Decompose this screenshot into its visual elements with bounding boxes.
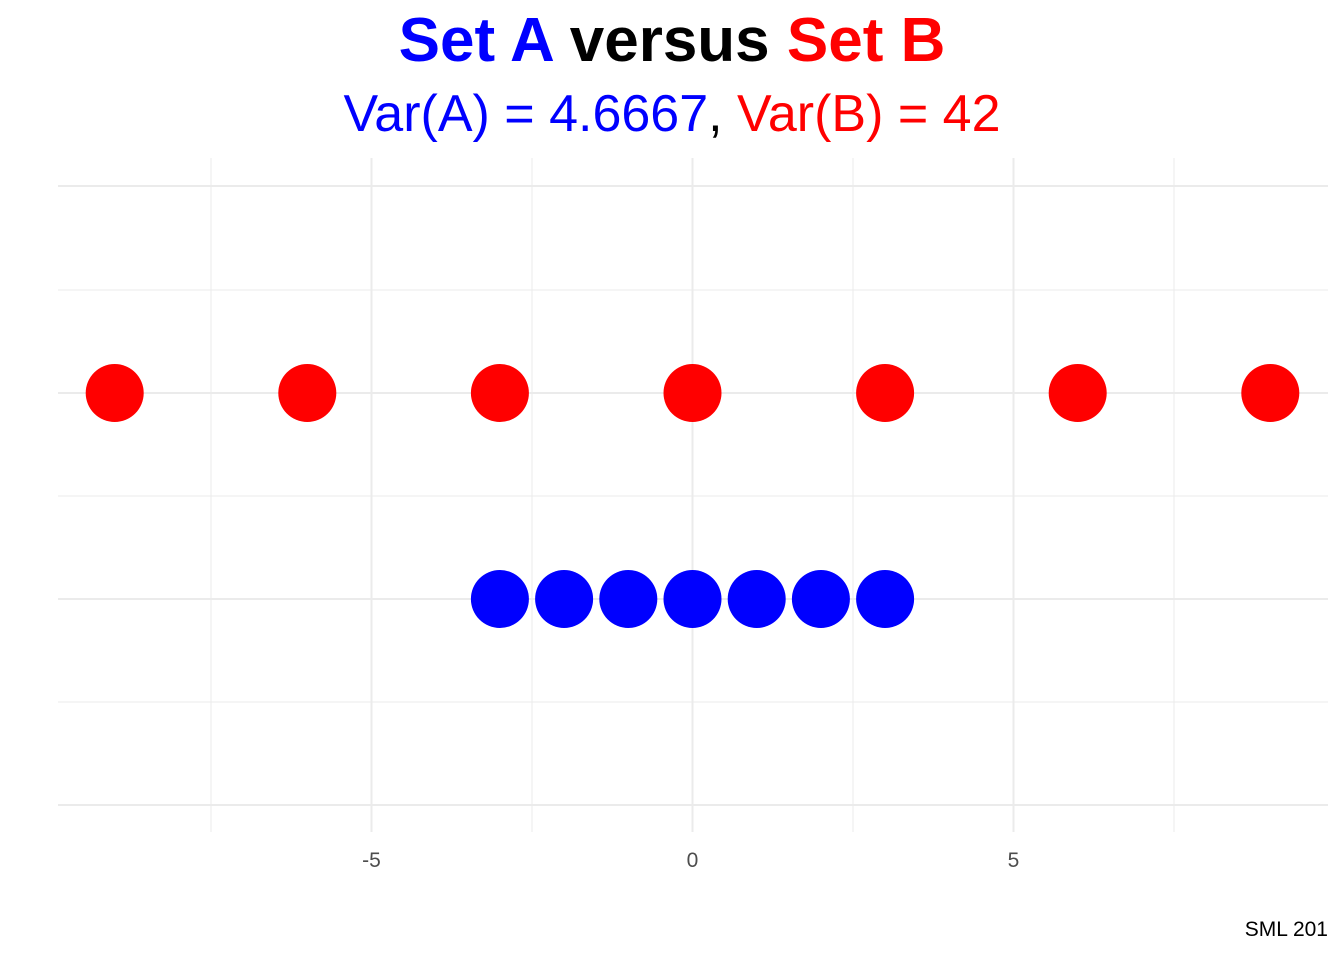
point-set-b-1: [278, 364, 337, 422]
point-set-b-6: [1241, 364, 1300, 422]
x-tick-label: 0: [687, 849, 699, 872]
point-set-b-4: [856, 364, 915, 422]
subtitle-var-a: Var(A) = 4.6667: [343, 85, 709, 143]
point-set-a-2: [599, 570, 658, 628]
x-tick-label: -5: [362, 849, 381, 872]
x-axis-ticks: -5 0 5: [362, 849, 1019, 872]
title-set-a: Set A: [398, 6, 553, 75]
point-set-a-3: [663, 570, 722, 628]
point-set-b-5: [1048, 364, 1107, 422]
point-set-a-6: [856, 570, 915, 628]
chart-title: Set A versus Set B: [0, 4, 1344, 78]
point-set-a-4: [727, 570, 786, 628]
subtitle-var-b: Var(B) = 42: [737, 85, 1001, 143]
x-tick-label: 5: [1008, 849, 1020, 872]
chart-subtitle: Var(A) = 4.6667, Var(B) = 42: [0, 82, 1344, 146]
grid-layer: [58, 158, 1328, 832]
point-set-a-5: [791, 570, 850, 628]
title-versus: versus: [552, 6, 787, 75]
title-set-b: Set B: [786, 6, 946, 75]
subtitle-separator: ,: [708, 85, 738, 143]
chart-caption: SML 201: [1244, 918, 1328, 941]
point-set-a-0: [470, 570, 529, 628]
point-set-b-0: [85, 364, 144, 422]
point-set-b-2: [470, 364, 529, 422]
point-set-a-1: [535, 570, 594, 628]
points-layer: [85, 364, 1300, 628]
point-set-b-3: [663, 364, 722, 422]
